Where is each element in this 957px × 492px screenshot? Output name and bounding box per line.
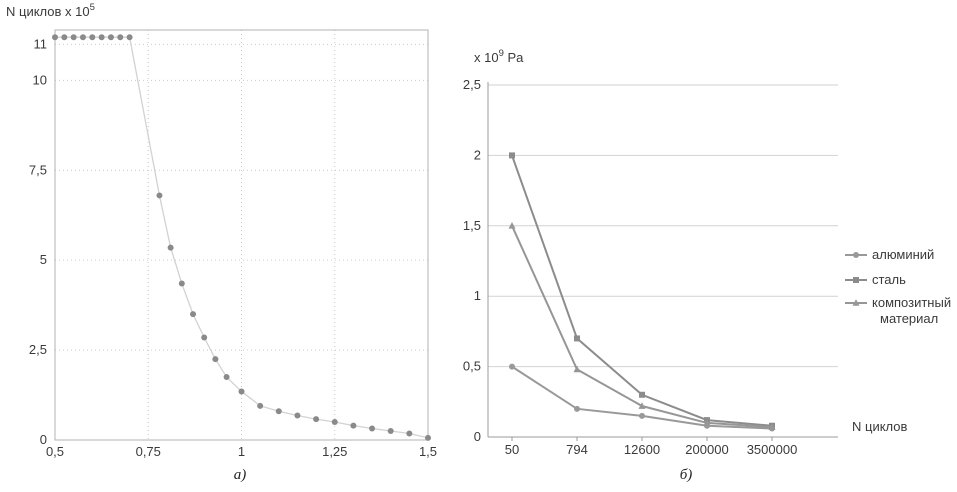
x-tick-label: 1 [238, 444, 245, 459]
x-axis-label: N циклов [852, 419, 908, 434]
y-tick-label: 1,5 [463, 218, 481, 233]
y-tick-label: 0 [474, 429, 481, 444]
x-tick-label: 12600 [624, 442, 660, 457]
legend-label: сталь [872, 272, 906, 287]
y-tick-label: 7,5 [29, 162, 47, 177]
data-point-circle-icon [223, 374, 230, 381]
data-point-triangle-icon [703, 419, 711, 426]
data-point-circle-icon [126, 34, 133, 41]
data-point-square-icon [639, 391, 645, 398]
caption-b: б) [679, 467, 693, 483]
data-point-circle-icon [509, 363, 515, 370]
series-line [55, 36, 429, 439]
data-point-circle-icon [425, 434, 431, 441]
legend-label: алюминий [872, 247, 934, 262]
y-tick-label: 10 [33, 72, 47, 87]
data-point-circle-icon [107, 34, 114, 41]
y-tick-label: 11 [34, 36, 48, 51]
data-point-triangle-icon [573, 365, 581, 373]
series-line-square [511, 155, 773, 427]
data-point-circle-icon [167, 244, 174, 251]
data-point-circle-icon [331, 419, 338, 426]
data-point-circle-icon [98, 34, 105, 41]
data-point-triangle-icon [508, 222, 516, 229]
data-point-circle-icon [117, 34, 124, 41]
legend-marker-square-icon [853, 277, 859, 283]
data-point-triangle-icon [768, 423, 776, 430]
data-point-circle-icon [238, 388, 245, 395]
x-tick-label: 1,5 [419, 444, 437, 459]
x-tick-label: 0,75 [136, 444, 161, 459]
data-point-square-icon [509, 152, 515, 159]
legend-label: материал [880, 311, 938, 326]
y-tick-label: 5 [40, 252, 47, 267]
data-point-circle-icon [61, 34, 68, 41]
x-tick-label: 1,25 [322, 444, 347, 459]
y-axis-title: N циклов x 105 [6, 2, 95, 19]
y-tick-label: 2 [474, 147, 481, 162]
y-tick-label: 0,5 [463, 359, 481, 374]
data-point-circle-icon [387, 428, 394, 435]
x-tick-label: 50 [505, 442, 519, 457]
chart-a-fatigue-cycles: 0 2,5 5 7,5 10 11 0,5 0,75 1 1,25 1,5 N циклов x 10… [6, 2, 437, 459]
data-point-circle-icon [52, 34, 58, 41]
data-point-circle-icon [294, 412, 301, 419]
legend-marker-circle-icon [853, 252, 859, 258]
legend-label: композитный [872, 295, 951, 310]
caption-a: а) [233, 467, 247, 483]
data-point-triangle-icon [638, 402, 646, 409]
y-axis-title: x 109 Pa [474, 48, 524, 65]
data-point-circle-icon [574, 405, 580, 412]
x-tick-label: 0,5 [46, 444, 64, 459]
x-tick-label: 794 [566, 442, 588, 457]
data-point-circle-icon [275, 408, 282, 415]
data-point-circle-icon [201, 334, 208, 341]
data-point-circle-icon [156, 192, 163, 199]
x-tick-label: 200000 [685, 442, 728, 457]
data-point-circle-icon [257, 402, 264, 409]
data-point-circle-icon [89, 34, 96, 41]
y-tick-label: 1 [474, 288, 481, 303]
y-tick-label: 2,5 [463, 77, 481, 92]
y-tick-label: 0 [40, 432, 47, 447]
data-point-circle-icon [212, 356, 219, 363]
plot-border [54, 29, 429, 441]
y-tick-label: 2,5 [29, 342, 47, 357]
data-point-circle-icon [178, 280, 185, 287]
data-point-square-icon [574, 335, 580, 342]
data-point-circle-icon [369, 425, 376, 432]
data-point-circle-icon [313, 416, 320, 423]
data-point-circle-icon [70, 34, 77, 41]
data-point-circle-icon [639, 412, 645, 419]
legend-marker-triangle-icon [852, 299, 860, 306]
data-point-circle-icon [350, 422, 357, 429]
data-point-circle-icon [79, 34, 86, 41]
data-point-circle-icon [406, 430, 413, 437]
data-point-circle-icon [190, 311, 197, 318]
x-tick-label: 3500000 [747, 442, 798, 457]
chart-b-stress-vs-cycles: 0 0,5 1 1,5 2 2,5 50 794 12600 200000 3500000 x 109… [463, 48, 951, 457]
